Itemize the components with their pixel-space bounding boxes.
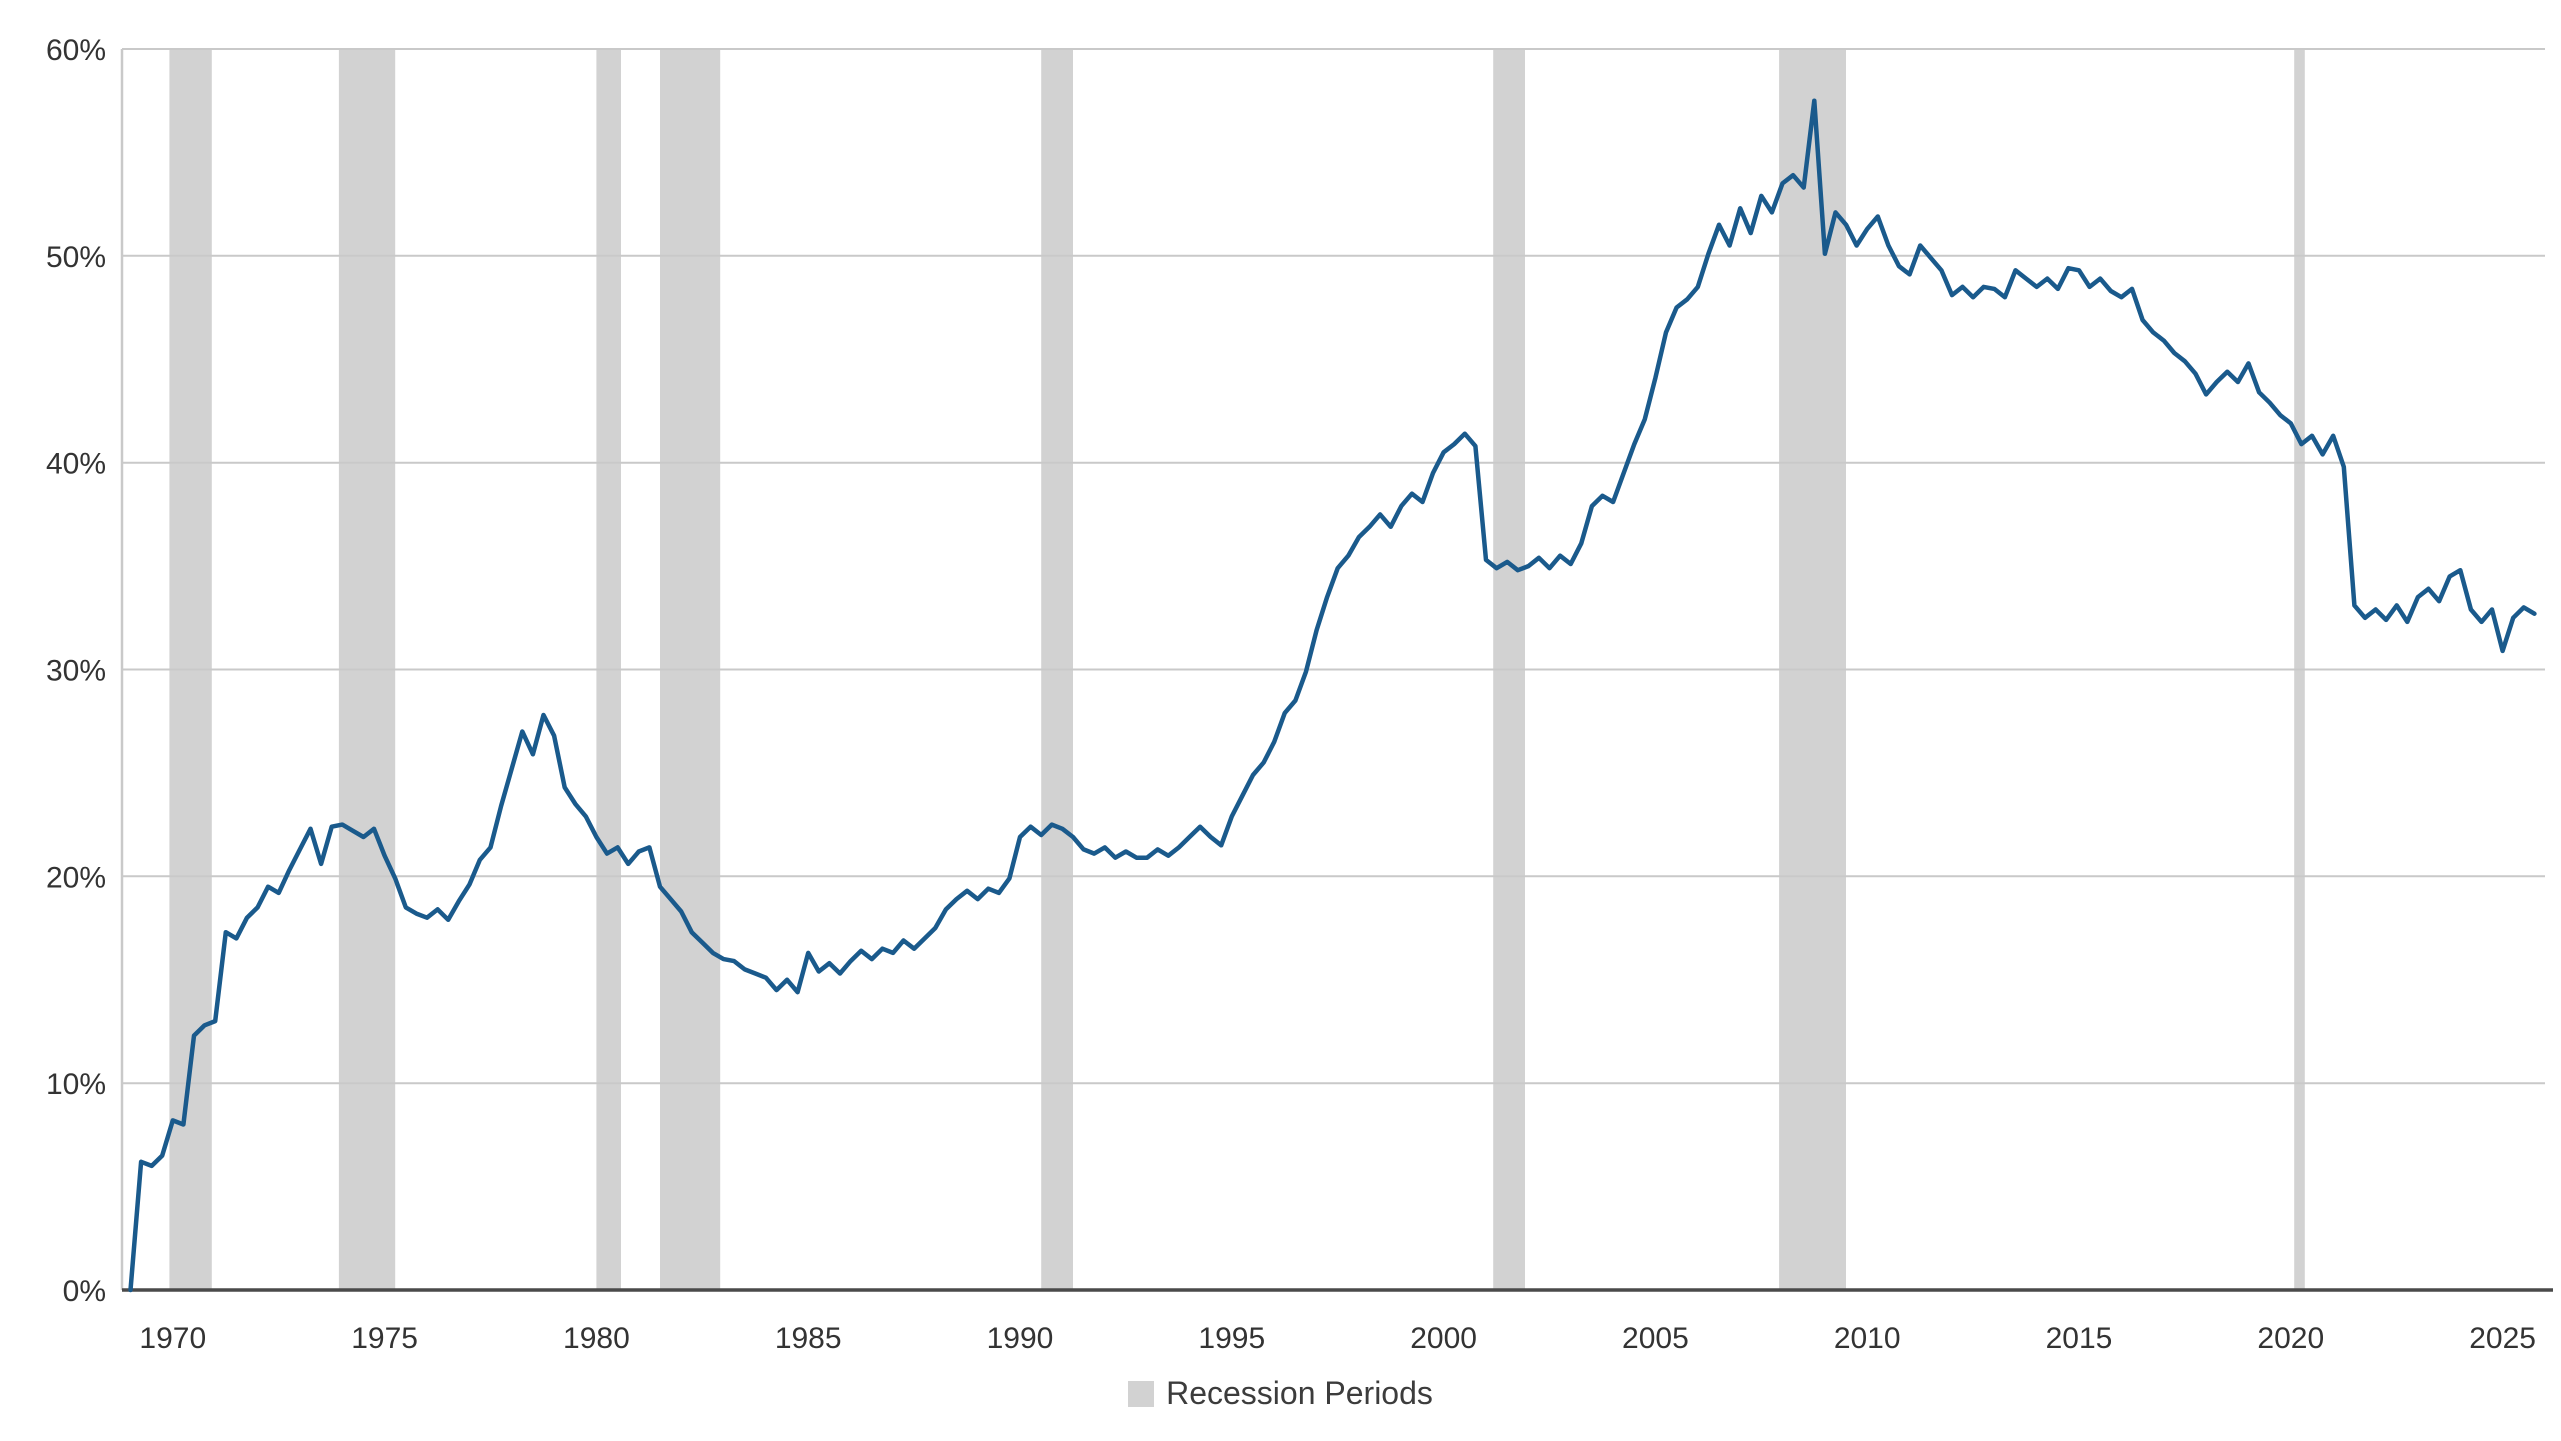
x-axis-tick-label: 1990 bbox=[987, 1322, 1054, 1355]
x-axis-tick-label: 1975 bbox=[351, 1322, 418, 1355]
data-series-line bbox=[128, 98, 2537, 1293]
x-axis-tick-label: 2005 bbox=[1622, 1322, 1689, 1355]
x-axis-tick-label: 1995 bbox=[1198, 1322, 1265, 1355]
y-axis-tick-label: 60% bbox=[46, 34, 106, 67]
recession-swatch-icon bbox=[1128, 1380, 1155, 1407]
x-axis-tick-label: 2000 bbox=[1410, 1322, 1477, 1355]
y-axis-tick-label: 40% bbox=[46, 448, 106, 481]
x-axis-tick-label: 2015 bbox=[2046, 1322, 2113, 1355]
chart-legend: Recession Periods bbox=[0, 1375, 2561, 1412]
x-axis-tick-label: 2020 bbox=[2257, 1322, 2324, 1355]
y-axis-tick-label: 10% bbox=[46, 1068, 106, 1101]
x-axis-tick-label: 1980 bbox=[563, 1322, 630, 1355]
y-axis-tick-label: 20% bbox=[46, 861, 106, 894]
x-axis-tick-label: 2010 bbox=[1834, 1322, 1901, 1355]
legend-label: Recession Periods bbox=[1166, 1375, 1433, 1411]
x-axis-tick-label: 1970 bbox=[139, 1322, 206, 1355]
y-axis-tick-label: 0% bbox=[63, 1275, 106, 1308]
line-chart: 0% 10% 20% 30% 40% 50% 60% 1970 1975 1980 1985 1990… bbox=[46, 34, 2553, 1355]
x-axis-tick-label: 1985 bbox=[775, 1322, 842, 1355]
y-axis-tick-label: 30% bbox=[46, 655, 106, 688]
recession-line-chart-figure: 0% 10% 20% 30% 40% 50% 60% 1970 1975 1980 1985 1990… bbox=[0, 34, 2561, 1412]
y-axis-tick-label: 50% bbox=[46, 241, 106, 274]
x-axis-tick-label: 2025 bbox=[2469, 1322, 2536, 1355]
